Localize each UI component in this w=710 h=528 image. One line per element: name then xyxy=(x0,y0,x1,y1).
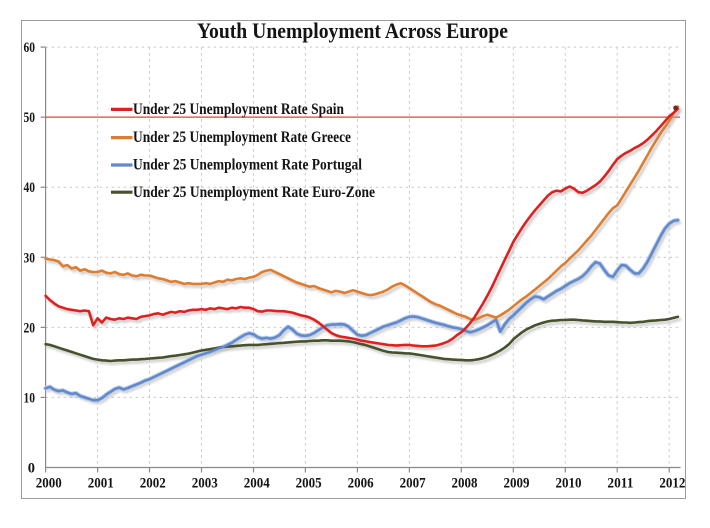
svg-text:60: 60 xyxy=(24,40,36,56)
svg-text:2009: 2009 xyxy=(504,475,530,491)
svg-text:2005: 2005 xyxy=(296,475,322,491)
svg-text:Under 25 Unemployment Rate Eur: Under 25 Unemployment Rate Euro-Zone xyxy=(133,184,375,201)
svg-text:2007: 2007 xyxy=(400,475,426,491)
svg-text:10: 10 xyxy=(24,390,36,406)
svg-text:40: 40 xyxy=(24,180,36,196)
svg-text:2008: 2008 xyxy=(452,475,478,491)
svg-text:Youth Unemployment Across Euro: Youth Unemployment Across Europe xyxy=(197,18,508,43)
svg-text:2006: 2006 xyxy=(348,475,374,491)
svg-text:2004: 2004 xyxy=(244,475,270,491)
svg-text:Under 25 Unemployment Rate Gre: Under 25 Unemployment Rate Greece xyxy=(133,129,351,146)
svg-text:30: 30 xyxy=(24,250,36,266)
svg-text:2003: 2003 xyxy=(192,475,218,491)
svg-text:2001: 2001 xyxy=(88,475,114,491)
svg-text:2012: 2012 xyxy=(659,475,685,491)
svg-text:20: 20 xyxy=(24,320,36,336)
svg-text:2010: 2010 xyxy=(556,475,582,491)
svg-text:2002: 2002 xyxy=(140,475,166,491)
svg-text:50: 50 xyxy=(24,110,36,126)
svg-text:Under 25 Unemployment Rate Por: Under 25 Unemployment Rate Portugal xyxy=(133,157,363,174)
svg-text:Under 25 Unemployment Rate Spa: Under 25 Unemployment Rate Spain xyxy=(133,101,344,118)
svg-text:0: 0 xyxy=(28,461,35,477)
svg-text:2000: 2000 xyxy=(36,475,62,491)
svg-text:2011: 2011 xyxy=(607,475,633,491)
